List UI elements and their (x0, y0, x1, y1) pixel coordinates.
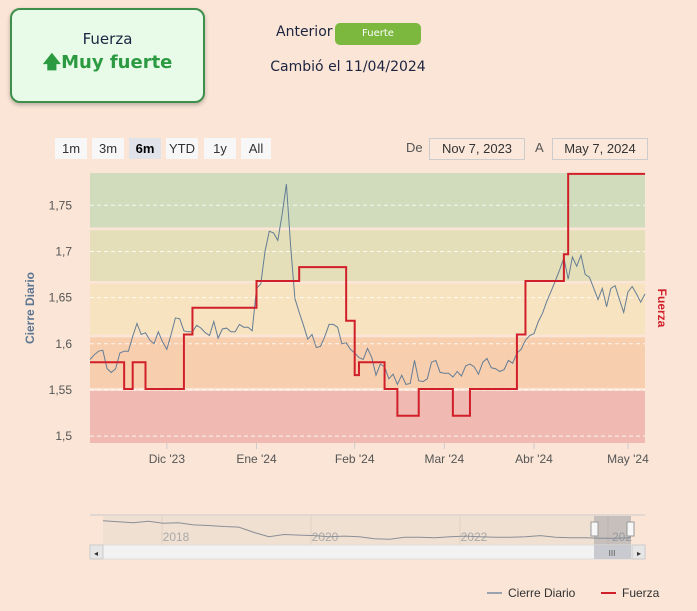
legend-item-fuerza[interactable]: Fuerza (601, 586, 660, 600)
to-label: A (535, 140, 544, 155)
strength-value-row: 🡅Muy fuerte (12, 50, 203, 80)
y-tick-label: 1,75 (49, 198, 73, 212)
x-tick-label: Mar '24 (425, 452, 465, 466)
strength-band (90, 283, 645, 335)
strength-band (90, 230, 645, 281)
close-series-line (89, 184, 646, 386)
fuerza-series-line (90, 172, 645, 417)
changed-date: Cambió el 11/04/2024 (270, 59, 426, 75)
arrow-up-icon: 🡅 (42, 52, 62, 73)
from-label: De (406, 140, 423, 155)
y-axis-label: Cierre Diario (23, 272, 37, 344)
y-axis-right-label: Fuerza (655, 289, 669, 328)
legend-fuerza-label: Fuerza (622, 586, 660, 600)
navigator-selected-range[interactable] (594, 516, 631, 545)
navigator-area (103, 516, 631, 545)
range-ytd-button[interactable]: YTD (166, 138, 198, 159)
y-tick-label: 1,5 (55, 429, 72, 443)
navigator-year-label: 2018 (163, 530, 190, 544)
to-date-input[interactable]: May 7, 2024 (552, 138, 648, 160)
x-tick-label: Abr '24 (515, 452, 553, 466)
strength-title: Fuerza (82, 30, 133, 48)
strength-value: Muy fuerte (61, 52, 173, 73)
range-3m-button[interactable]: 3m (92, 138, 124, 159)
navigator-left-handle[interactable] (590, 521, 599, 537)
y-tick-label: 1,7 (55, 244, 72, 258)
range-6m-button[interactable]: 6m (129, 138, 161, 159)
x-tick-label: Ene '24 (236, 452, 277, 466)
range-all-button[interactable]: All (241, 138, 271, 159)
x-tick-label: May '24 (607, 452, 649, 466)
y-tick-label: 1,65 (49, 291, 73, 305)
previous-label: Anterior (276, 24, 333, 40)
range-1m-button[interactable]: 1m (55, 138, 87, 159)
scroll-right-button[interactable] (631, 544, 646, 560)
strength-card: Fuerza 🡅Muy fuerte (10, 8, 205, 103)
legend-item-close[interactable]: Cierre Diario (487, 586, 576, 600)
strength-band (90, 337, 645, 389)
legend-close-label: Cierre Diario (508, 586, 576, 600)
navigator-year-label: 2022 (461, 530, 488, 544)
navigator-right-handle[interactable] (626, 521, 635, 537)
previous-badge: Fuerte (335, 23, 421, 45)
x-tick-label: Dic '23 (149, 452, 186, 466)
range-1y-button[interactable]: 1y (204, 138, 236, 159)
scroll-left-button[interactable] (89, 544, 104, 560)
navigator-year-label: 2020 (312, 530, 339, 544)
navigator-series-line (102, 520, 632, 540)
y-tick-label: 1,6 (55, 337, 72, 351)
scrollbar-thumb[interactable] (594, 545, 631, 559)
y-tick-label: 1,55 (49, 383, 73, 397)
from-date-input[interactable]: Nov 7, 2023 (429, 138, 525, 160)
x-tick-label: Feb '24 (335, 452, 375, 466)
strength-band (90, 173, 645, 228)
scrollbar-track[interactable] (89, 544, 646, 560)
strength-band (90, 390, 645, 443)
